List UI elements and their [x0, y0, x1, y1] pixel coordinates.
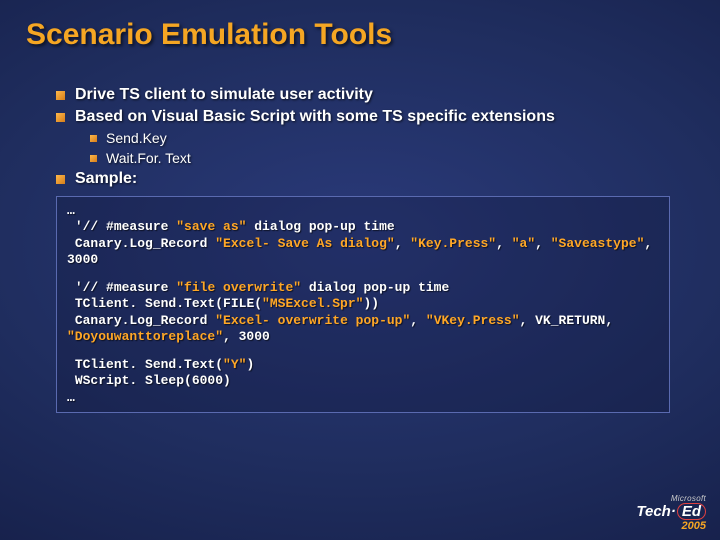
- string-literal: "save as": [176, 219, 246, 234]
- conference-logo: Microsoft Tech·Ed 2005: [636, 495, 706, 532]
- code-line: TClient. Send.Text(FILE("MSExcel.Spr")): [67, 296, 659, 312]
- code-line: TClient. Send.Text("Y"): [67, 357, 659, 373]
- bullet-row: Based on Visual Basic Script with some T…: [56, 108, 678, 126]
- sub-bullet-row: Send.Key: [90, 130, 678, 146]
- code-line: Canary.Log_Record "Excel- overwrite pop-…: [67, 313, 659, 346]
- bullet-icon: [56, 91, 65, 100]
- bullet-icon: [90, 155, 97, 162]
- sub-bullet-text: Wait.For. Text: [106, 150, 191, 166]
- string-literal: "Excel- overwrite pop-up": [215, 313, 410, 328]
- string-literal: "VKey.Press": [426, 313, 520, 328]
- logo-vendor: Microsoft: [636, 495, 706, 503]
- string-literal: "Saveastype": [551, 236, 645, 251]
- sub-bullet-row: Wait.For. Text: [90, 150, 678, 166]
- bullet-icon: [90, 135, 97, 142]
- bullet-text: Sample:: [75, 170, 137, 188]
- code-sample-box: … '// #measure "save as" dialog pop-up t…: [56, 196, 670, 413]
- bullet-row: Sample:: [56, 170, 678, 188]
- bullet-text: Based on Visual Basic Script with some T…: [75, 108, 555, 126]
- bullet-text: Drive TS client to simulate user activit…: [75, 86, 373, 104]
- string-literal: "MSExcel.Spr": [262, 296, 363, 311]
- slide-content: Drive TS client to simulate user activit…: [0, 52, 720, 413]
- string-literal: "Doyouwanttoreplace": [67, 329, 223, 344]
- string-literal: "Excel- Save As dialog": [215, 236, 394, 251]
- logo-year: 2005: [636, 521, 706, 532]
- code-line: …: [67, 203, 659, 219]
- bullet-icon: [56, 113, 65, 122]
- code-line: …: [67, 390, 659, 406]
- code-line: WScript. Sleep(6000): [67, 373, 659, 389]
- bullet-row: Drive TS client to simulate user activit…: [56, 86, 678, 104]
- code-line: '// #measure "save as" dialog pop-up tim…: [67, 219, 659, 235]
- string-literal: "a": [512, 236, 535, 251]
- bullet-icon: [56, 175, 65, 184]
- code-line: '// #measure "file overwrite" dialog pop…: [67, 280, 659, 296]
- slide-title: Scenario Emulation Tools: [0, 0, 720, 52]
- string-literal: "file overwrite": [176, 280, 301, 295]
- logo-brand: Tech·Ed: [636, 503, 706, 520]
- string-literal: "Key.Press": [410, 236, 496, 251]
- string-literal: "Y": [223, 357, 246, 372]
- logo-ed-badge: Ed: [677, 503, 706, 520]
- sub-bullet-text: Send.Key: [106, 130, 167, 146]
- code-line: Canary.Log_Record "Excel- Save As dialog…: [67, 236, 659, 269]
